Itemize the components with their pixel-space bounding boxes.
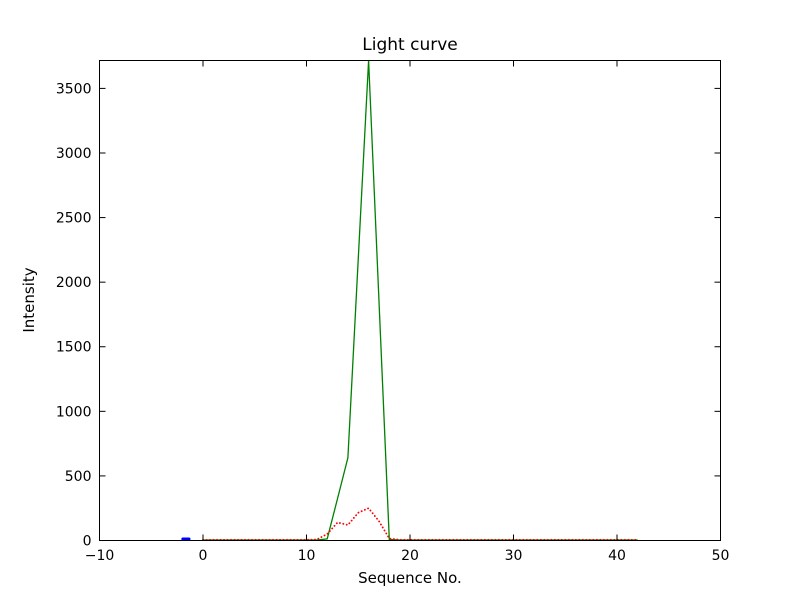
y-tick-label: 0 [83,534,92,550]
plot-frame [99,60,721,541]
x-tick-label: 10 [298,548,316,564]
y-tick-label: 500 [65,469,92,485]
series-secondary-peak-red-dotted-line [202,507,639,541]
x-tick-label: 20 [401,548,419,564]
x-axis-label: Sequence No. [358,569,462,587]
plot-area [99,60,721,541]
series-lines [181,60,639,541]
y-tick-label: 2500 [56,211,92,227]
x-tick-label: 30 [505,548,523,564]
chart-title: Light curve [362,35,457,55]
y-tick-label: 3500 [56,81,92,97]
y-tick-label: 2000 [56,275,92,291]
x-tick-label: 40 [608,548,626,564]
x-tick-label: 0 [199,548,208,564]
y-axis-label: Intensity [20,267,38,332]
y-tick-label: 3000 [56,146,92,162]
y-tick-label: 1000 [56,404,92,420]
x-axis-ticks: −10 0 10 20 30 40 50 [85,60,730,564]
x-tick-label: −10 [85,548,115,564]
y-axis-ticks: 0 500 1000 1500 2000 2500 3000 3500 [56,81,721,550]
y-tick-label: 1500 [56,340,92,356]
x-tick-label: 50 [712,548,730,564]
